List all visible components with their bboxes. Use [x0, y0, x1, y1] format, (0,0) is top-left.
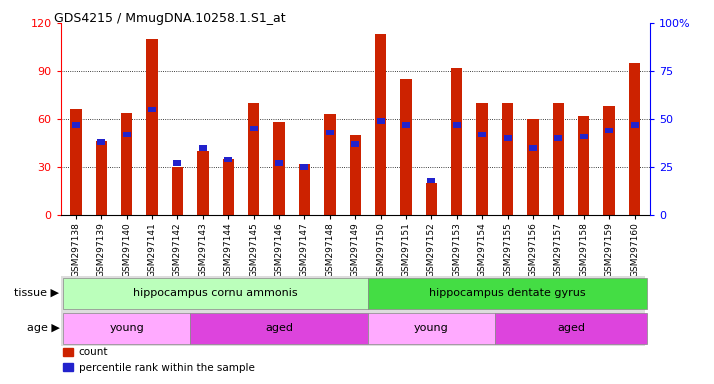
Bar	[146, 39, 158, 215]
Bar	[199, 145, 207, 151]
Bar	[401, 79, 412, 215]
Bar	[72, 122, 80, 127]
Bar	[121, 113, 132, 215]
Bar	[453, 122, 461, 127]
Bar	[578, 116, 590, 215]
Bar	[554, 136, 563, 141]
Bar	[250, 126, 258, 131]
Bar	[70, 109, 81, 215]
Bar	[174, 161, 181, 166]
Text: hippocampus cornu ammonis: hippocampus cornu ammonis	[134, 288, 298, 298]
Text: aged: aged	[265, 323, 293, 333]
Text: hippocampus dentate gyrus: hippocampus dentate gyrus	[429, 288, 586, 298]
Text: aged: aged	[557, 323, 585, 333]
Bar	[172, 167, 183, 215]
Bar	[298, 164, 310, 215]
Legend: count, percentile rank within the sample: count, percentile rank within the sample	[59, 343, 258, 377]
Bar	[273, 122, 285, 215]
Bar	[529, 145, 537, 151]
Bar	[223, 159, 234, 215]
Bar	[64, 313, 190, 344]
Text: tissue ▶: tissue ▶	[14, 288, 59, 298]
Bar	[248, 103, 259, 215]
Bar	[553, 103, 564, 215]
Bar	[527, 119, 538, 215]
Bar	[428, 178, 436, 183]
Bar	[478, 132, 486, 137]
Bar	[476, 103, 488, 215]
Bar	[224, 157, 232, 162]
Bar	[148, 107, 156, 112]
Bar	[605, 128, 613, 133]
Bar	[402, 122, 410, 127]
Bar	[502, 103, 513, 215]
Bar	[603, 106, 615, 215]
Bar	[351, 141, 359, 147]
Bar	[301, 164, 308, 170]
Bar	[375, 34, 386, 215]
Bar	[349, 135, 361, 215]
Bar	[495, 313, 647, 344]
Bar	[96, 141, 107, 215]
Bar	[629, 63, 640, 215]
Bar	[503, 136, 511, 141]
Bar	[275, 161, 283, 166]
Bar	[368, 278, 647, 309]
Bar	[580, 134, 588, 139]
Text: GDS4215 / MmugDNA.10258.1.S1_at: GDS4215 / MmugDNA.10258.1.S1_at	[54, 12, 285, 25]
Bar	[426, 183, 437, 215]
Bar	[64, 278, 368, 309]
Bar	[376, 118, 385, 124]
Bar	[451, 68, 463, 215]
Bar	[324, 114, 336, 215]
Text: age ▶: age ▶	[26, 323, 59, 333]
Bar	[190, 313, 368, 344]
Text: young: young	[414, 323, 449, 333]
Bar	[368, 313, 495, 344]
Text: young: young	[109, 323, 144, 333]
Bar	[123, 132, 131, 137]
Bar	[97, 139, 105, 145]
Bar	[630, 122, 638, 127]
Bar	[326, 130, 334, 135]
Bar	[197, 151, 208, 215]
